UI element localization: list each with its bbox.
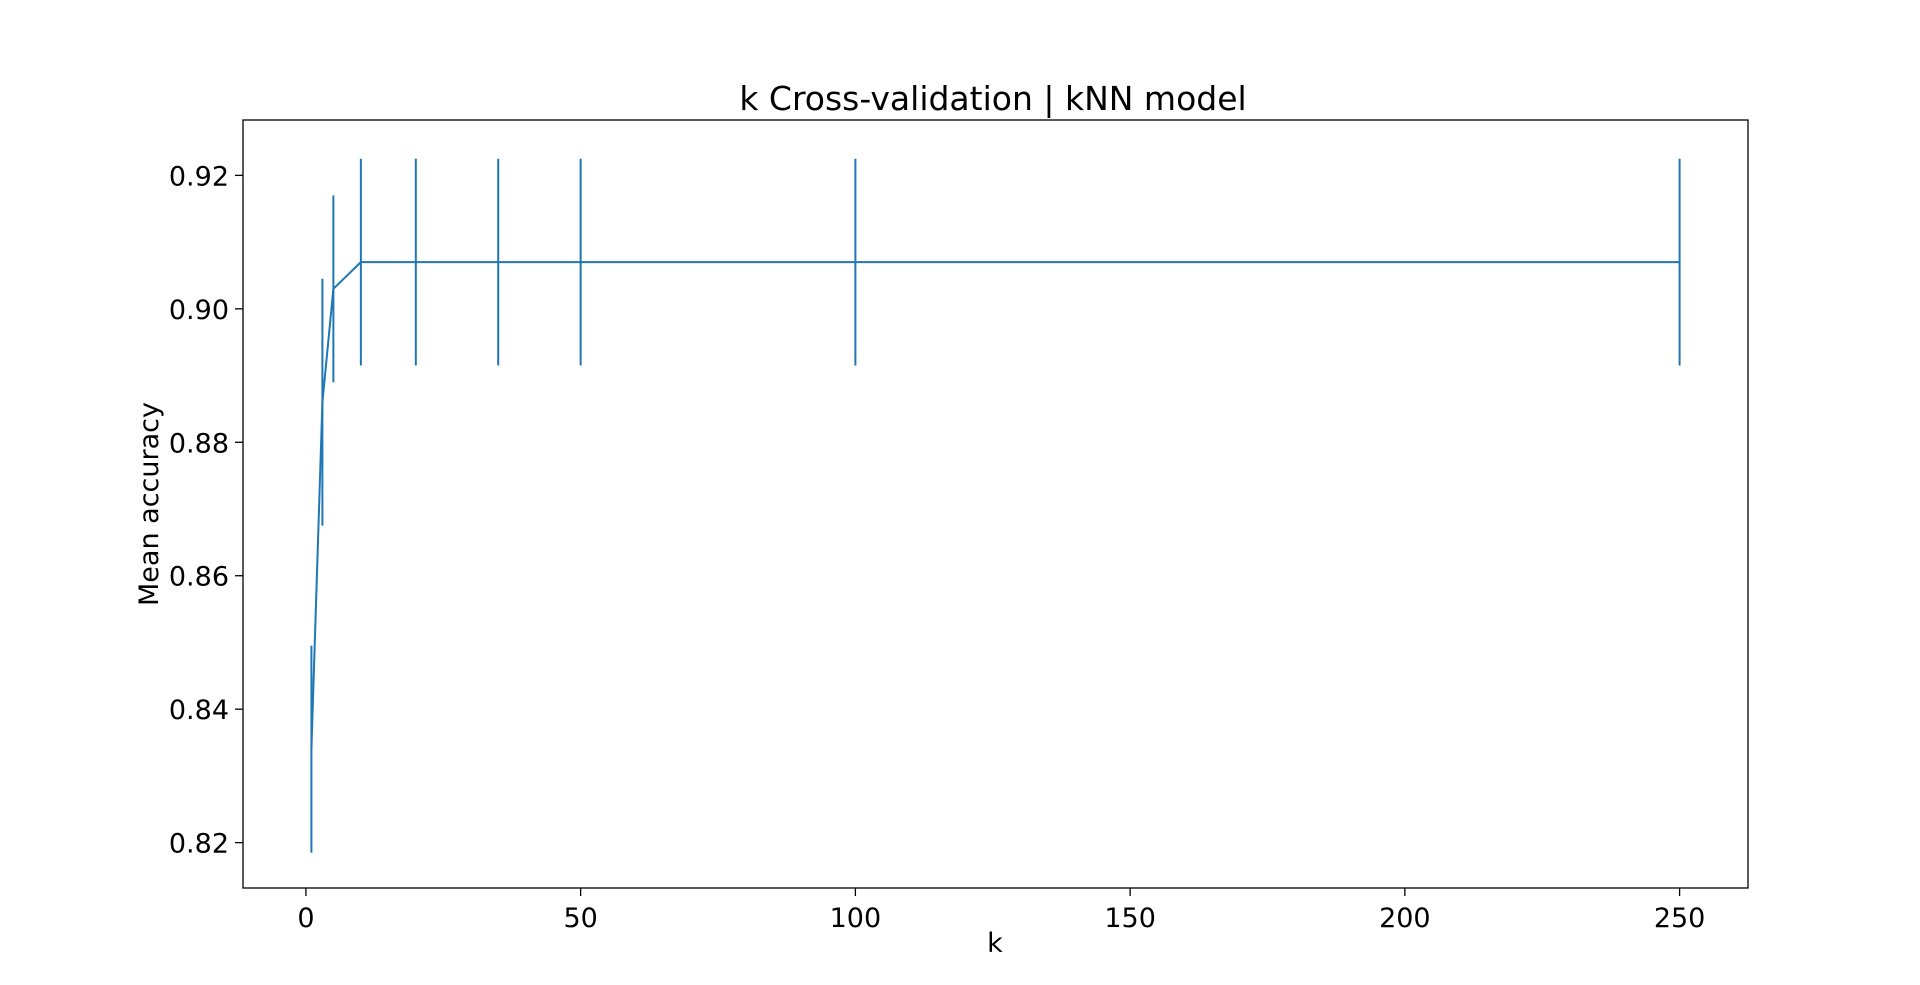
x-tick-label: 0 <box>297 903 314 934</box>
plot-frame <box>242 119 1749 889</box>
y-tick-label: 0.86 <box>169 562 229 593</box>
y-tick-label: 0.82 <box>169 829 229 860</box>
series-layer <box>310 158 1681 853</box>
x-axis-title: k <box>987 928 1003 959</box>
chart-title: k Cross-validation | kNN model <box>739 79 1246 118</box>
y-tick-label: 0.88 <box>169 428 229 459</box>
y-tick-label: 0.92 <box>169 161 229 192</box>
x-tick-label: 200 <box>1379 903 1431 934</box>
x-tick-label: 50 <box>563 903 597 934</box>
x-tick-label: 100 <box>830 903 882 934</box>
x-axis: 0 50 100 150 200 250 <box>297 888 1705 934</box>
x-tick-label: 150 <box>1104 903 1156 934</box>
y-axis-title: Mean accuracy <box>134 402 165 606</box>
x-tick-label: 250 <box>1654 903 1706 934</box>
plot-area: 0 50 100 150 200 250 0.82 0.84 0.86 0.88 0.90 0.92 <box>169 119 1749 934</box>
y-tick-label: 0.84 <box>169 695 229 726</box>
y-tick-label: 0.90 <box>169 295 229 326</box>
y-axis: 0.82 0.84 0.86 0.88 0.90 0.92 <box>169 161 243 860</box>
